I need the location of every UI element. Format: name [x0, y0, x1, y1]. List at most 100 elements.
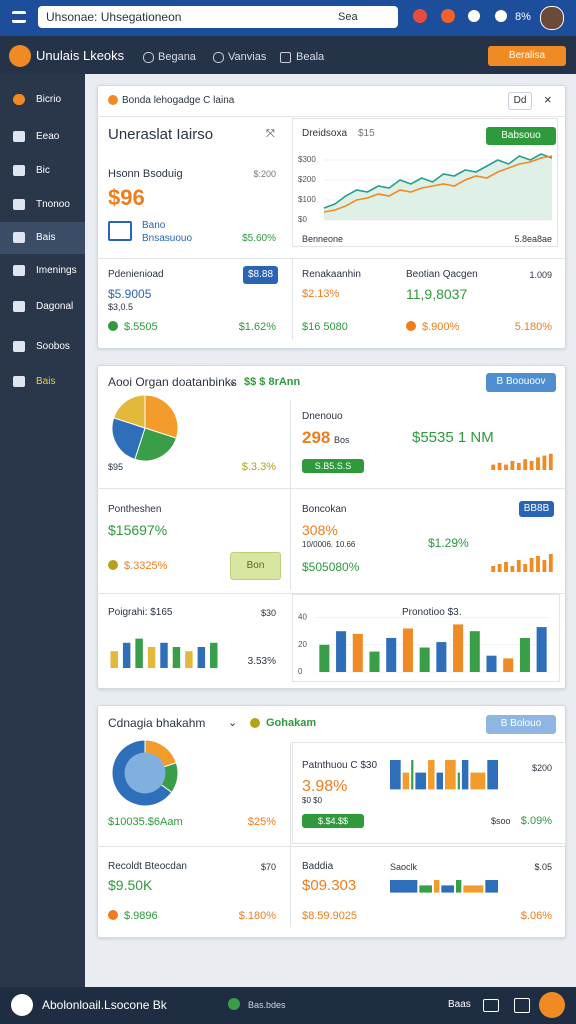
- stat-foot: $.900%: [422, 321, 460, 333]
- sidebar-item[interactable]: Bicrio: [36, 94, 62, 105]
- bottom-icon[interactable]: [483, 999, 499, 1012]
- mini-bar-chart: [491, 453, 553, 470]
- divider: [290, 400, 291, 590]
- sidebar-item[interactable]: Tnonoo: [36, 199, 70, 210]
- stat-value: $5.9005: [108, 287, 152, 301]
- y-tick-label: 20: [298, 640, 307, 649]
- bar: [536, 627, 547, 672]
- menu-icon[interactable]: [12, 11, 26, 23]
- bar: [419, 647, 430, 672]
- card-icon: [108, 560, 118, 570]
- nav-link[interactable]: Vanvias: [228, 51, 267, 63]
- sidebar-icon: [13, 265, 25, 276]
- search-box[interactable]: [38, 6, 398, 28]
- search-button[interactable]: Sea: [338, 11, 358, 23]
- notification-icon[interactable]: [413, 9, 427, 23]
- bar: [504, 464, 508, 470]
- label-value: $:200: [253, 169, 276, 179]
- sidebar-item[interactable]: Imenings: [36, 265, 77, 276]
- sidebar-item[interactable]: Eeao: [36, 131, 60, 142]
- bar: [529, 558, 534, 572]
- sidebar-item[interactable]: Dagonal: [36, 301, 74, 312]
- card-foot: 3.53%: [247, 656, 276, 667]
- divider: [97, 593, 565, 594]
- card-title: Pontheshen: [108, 504, 162, 515]
- card-badge: S.B5.S.S: [302, 459, 364, 473]
- bottom-logo[interactable]: [11, 994, 33, 1016]
- panel-button[interactable]: Dd: [508, 92, 532, 110]
- segment: [487, 760, 498, 790]
- sidebar-item[interactable]: Bais: [36, 376, 56, 387]
- chart-card: [292, 594, 560, 682]
- sidebar-item[interactable]: Bais: [36, 232, 56, 243]
- divider: [97, 258, 565, 259]
- card-foot-right: $.180%: [238, 910, 276, 922]
- sidebar-item[interactable]: Bic: [36, 165, 50, 176]
- card-title: Baddia: [302, 861, 334, 872]
- avatar[interactable]: [540, 6, 564, 30]
- brand: Unulais Lkeoks: [36, 48, 125, 63]
- card-title: Uneraslat Iairso: [108, 126, 214, 143]
- bar: [536, 556, 540, 572]
- panel-icon: [108, 95, 118, 105]
- card-value: $15697%: [108, 522, 168, 538]
- sub-title: Bano: [142, 220, 166, 231]
- bottom-bar: [0, 987, 576, 1024]
- logo[interactable]: [9, 45, 31, 67]
- label: Hsonn Bsoduig: [108, 168, 183, 180]
- sidebar-item[interactable]: Soobos: [36, 341, 70, 352]
- bar: [185, 651, 193, 668]
- card-value: 308%: [302, 522, 338, 538]
- pie-slice: [111, 417, 146, 461]
- bar: [197, 647, 206, 668]
- bar: [523, 459, 528, 470]
- card-button[interactable]: Bon: [230, 552, 281, 580]
- settings-icon[interactable]: [495, 10, 507, 22]
- chart-button[interactable]: Babsouo: [486, 127, 556, 145]
- bar: [491, 464, 496, 470]
- close-icon[interactable]: ×: [544, 92, 552, 107]
- bar-chart: [110, 638, 218, 668]
- stat-foot-right: 5.180%: [514, 321, 552, 333]
- card-unit: Bos: [334, 435, 350, 445]
- sidebar-icon: [13, 199, 25, 210]
- segment: [463, 885, 484, 893]
- bottom-icon[interactable]: [514, 998, 530, 1013]
- dropdown-icon[interactable]: ⌄: [228, 717, 238, 729]
- dropdown-icon[interactable]: ⌄: [228, 376, 238, 388]
- sidebar-icon: [13, 94, 25, 105]
- divider: [292, 258, 293, 340]
- stat-value: $2.13%: [302, 288, 340, 300]
- bar: [536, 457, 540, 470]
- bar: [336, 631, 347, 672]
- help-icon[interactable]: [468, 10, 480, 22]
- bottom-icon: [228, 998, 240, 1010]
- card-title-right: $200: [531, 763, 552, 773]
- segment: [428, 760, 435, 790]
- bar: [497, 462, 502, 470]
- alert-icon[interactable]: [441, 9, 455, 23]
- nav-link[interactable]: Beala: [296, 51, 325, 63]
- bottom-right[interactable]: Baas: [448, 999, 471, 1010]
- segment: [461, 760, 469, 790]
- sidebar-icon: [13, 301, 25, 312]
- pie-chart: [111, 394, 179, 462]
- card-foot: $.9896: [124, 910, 158, 922]
- panel-button[interactable]: B Bolouo: [486, 715, 556, 734]
- panel-button[interactable]: B Boouoov: [486, 373, 556, 392]
- stat-foot: $16 5080: [302, 321, 348, 333]
- bar: [542, 560, 547, 572]
- panel-tag: Gohakam: [266, 717, 317, 729]
- primary-button[interactable]: Beralisa: [488, 46, 566, 66]
- expand-icon[interactable]: ⤧: [266, 128, 275, 140]
- bar: [491, 566, 496, 572]
- card-side-title: Saoclk: [390, 862, 418, 872]
- bar: [352, 633, 363, 672]
- y-tick-label: $200: [298, 175, 316, 184]
- nav-link[interactable]: Begana: [158, 51, 196, 63]
- nav-icon: [280, 52, 291, 63]
- segment: [402, 772, 410, 790]
- fab-button[interactable]: [539, 992, 565, 1018]
- donut-hole: [124, 752, 166, 794]
- segment: [390, 880, 418, 893]
